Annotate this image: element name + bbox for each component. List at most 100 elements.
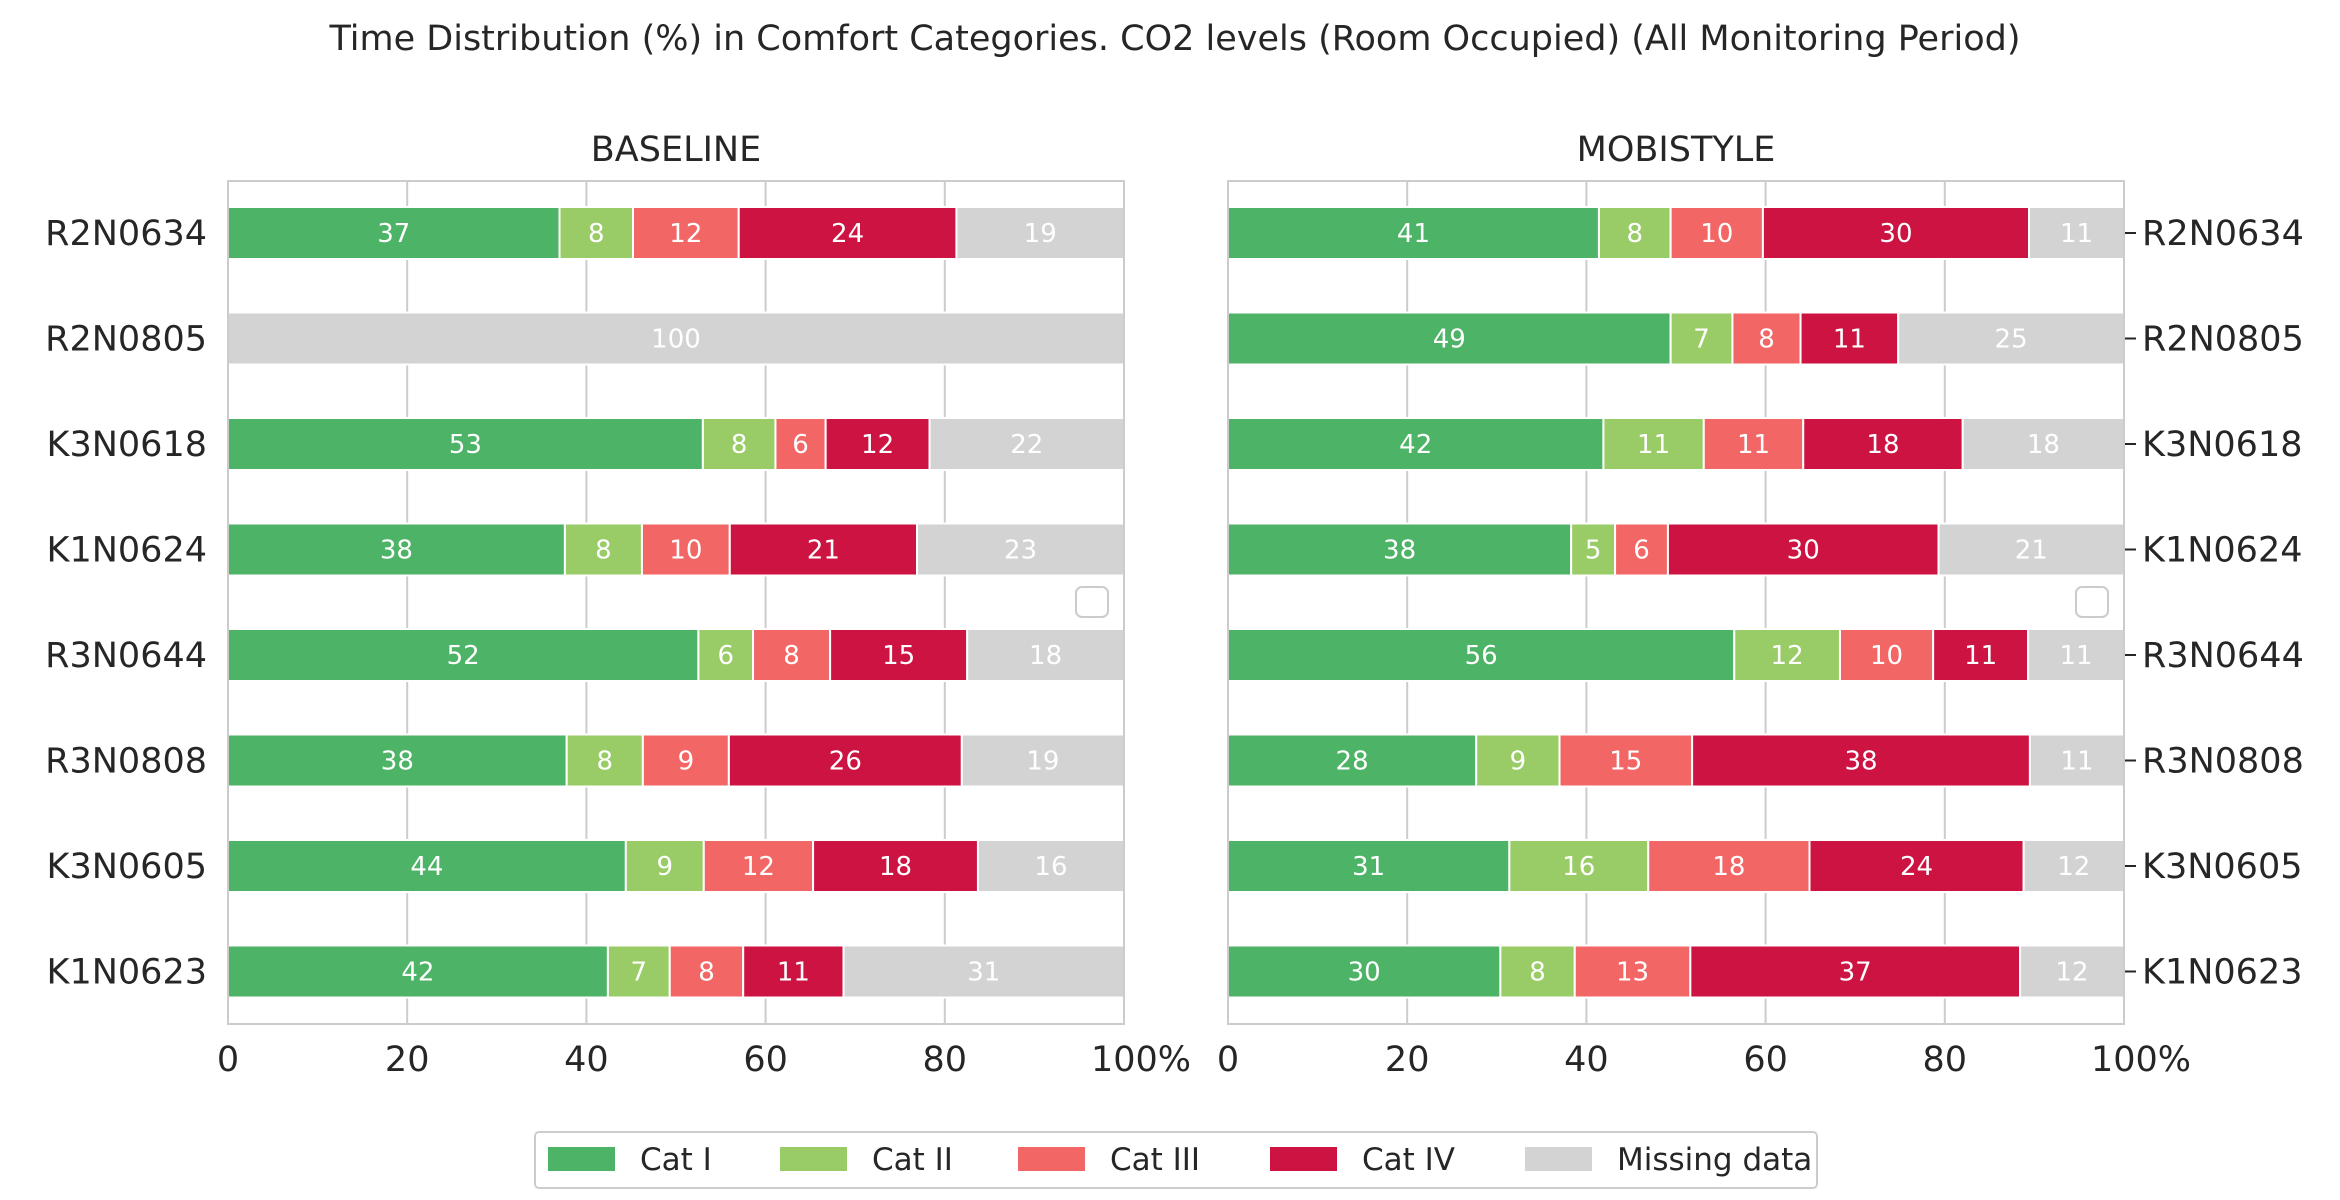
legend-label: Cat II [872, 1142, 953, 1178]
bar-segment-cat-iv [829, 628, 969, 682]
bar-value-label: 12 [742, 852, 775, 882]
x-tick-label: 0 [1217, 1040, 1239, 1080]
bar-value-label: 21 [807, 536, 840, 566]
bar-value-label: 38 [381, 747, 414, 777]
bar-row-k1n0624: 38 5 6 30 21 [1227, 522, 2125, 577]
bar-value-label: 12 [861, 430, 894, 460]
room-label: R2N0634 [45, 214, 207, 254]
bar-row-k1n0623: 30 8 13 37 12 [1227, 944, 2125, 999]
bar-value-label: 6 [1633, 536, 1650, 566]
bar-value-label: 9 [657, 852, 674, 882]
bar-segment-missing-data [928, 417, 1125, 471]
bar-value-label: 22 [1010, 430, 1043, 460]
bar-segment-missing-data [2028, 206, 2126, 260]
bar-segment-cat-iv [1761, 206, 2031, 260]
bar-segment-cat-iii [1838, 628, 1935, 682]
bar-row-r3n0808: 28 9 15 38 11 [1227, 733, 2126, 788]
bar-value-label: 6 [717, 641, 734, 671]
bar-row-k1n0623: 42 7 8 11 31 [227, 944, 1125, 999]
bar-value-label: 11 [777, 958, 810, 988]
bar-value-label: 8 [1758, 325, 1775, 355]
bar-segment-cat-iii [641, 733, 730, 788]
legend-label: Missing data [1617, 1142, 1812, 1178]
bar-value-label: 49 [1433, 325, 1466, 355]
bar-segment-cat-iv [742, 944, 845, 999]
bar-value-label: 37 [1839, 958, 1872, 988]
x-tick-label: 20 [385, 1040, 430, 1080]
bar-value-label: 30 [1879, 219, 1912, 249]
bar-segment-missing-data [2027, 628, 2126, 682]
bar-row-k3n0605: 44 9 12 18 16 [227, 839, 1126, 893]
legend-item-missing-data: Missing data [1525, 1142, 1812, 1178]
bar-segment-cat-ii [1508, 839, 1650, 893]
bar-value-label: 24 [1900, 852, 1933, 882]
bar-value-label: 7 [631, 958, 648, 988]
panel-title: BASELINE [591, 130, 761, 170]
bar-value-label: 5 [1585, 536, 1602, 566]
bar-value-label: 11 [1964, 641, 1997, 671]
bar-value-label: 18 [879, 852, 912, 882]
bar-value-label: 38 [1383, 536, 1416, 566]
bar-row-k3n0605: 31 16 18 24 12 [1227, 839, 2125, 893]
bar-value-label: 12 [1771, 641, 1804, 671]
bar-segment-cat-iii [1731, 311, 1802, 366]
legend-swatch [548, 1147, 615, 1171]
bar-value-label: 31 [967, 958, 1000, 988]
bar-segment-cat-iv [1808, 839, 2025, 893]
bar-segment-cat-iv [824, 417, 931, 471]
bar-value-label: 8 [588, 219, 605, 249]
bar-segment-missing-data [960, 733, 1125, 788]
bar-value-label: 16 [1562, 852, 1595, 882]
bar-segment-cat-iv [812, 839, 979, 893]
bar-value-label: 12 [2055, 958, 2088, 988]
bar-segment-missing-data [2028, 733, 2126, 788]
chart-title: Time Distribution (%) in Comfort Categor… [328, 19, 2020, 59]
bar-value-label: 41 [1397, 219, 1430, 249]
x-tick-label: 100% [1091, 1040, 1191, 1080]
bar-segment-cat-ii [624, 839, 705, 893]
bar-value-label: 11 [2060, 219, 2093, 249]
panel-title: MOBISTYLE [1577, 130, 1776, 170]
room-label: K1N0623 [47, 953, 207, 993]
room-label: K3N0618 [47, 425, 207, 465]
bar-value-label: 24 [831, 219, 864, 249]
bar-value-label: 8 [596, 747, 613, 777]
bar-value-label: 12 [669, 219, 702, 249]
bar-value-label: 9 [1510, 747, 1527, 777]
bar-value-label: 16 [1034, 852, 1067, 882]
x-tick-label: 0 [217, 1040, 239, 1080]
panel-mobistyle: MOBISTYLE 41 8 10 30 11 R2N0634 49 7 8 11 25 R2N0805… [1217, 130, 2304, 1080]
x-tick-label: 100% [2091, 1040, 2191, 1080]
bar-value-label: 11 [2060, 747, 2093, 777]
bar-row-r3n0644: 52 6 8 15 18 [227, 628, 1126, 682]
bar-segment-cat-i [1227, 628, 1736, 682]
room-label: R3N0644 [2142, 636, 2304, 676]
bar-value-label: 19 [1024, 219, 1057, 249]
room-label: R2N0805 [2142, 320, 2304, 360]
bar-value-label: 10 [669, 536, 702, 566]
bar-row-k3n0618: 53 8 6 12 22 [227, 417, 1125, 471]
bar-segment-cat-i [227, 839, 627, 893]
bar-segment-missing-data [1897, 311, 2126, 366]
bar-row-r3n0808: 38 8 9 26 19 [227, 733, 1125, 788]
bar-segment-cat-iii [1573, 944, 1692, 999]
room-label: R3N0644 [45, 636, 207, 676]
bar-value-label: 15 [882, 641, 915, 671]
bar-value-label: 8 [1529, 958, 1546, 988]
bar-segment-cat-ii [1669, 311, 1734, 366]
bar-value-label: 11 [2060, 641, 2093, 671]
bar-value-label: 21 [2015, 536, 2048, 566]
bar-value-label: 18 [1029, 641, 1062, 671]
legend-swatch [1018, 1147, 1085, 1171]
bar-segment-cat-iv [1799, 311, 1900, 366]
bar-value-label: 19 [1026, 747, 1059, 777]
x-tick-label: 60 [1743, 1040, 1788, 1080]
bar-value-label: 44 [410, 852, 443, 882]
bar-segment-cat-ii [1602, 417, 1705, 471]
room-label: R3N0808 [2142, 742, 2304, 782]
bar-value-label: 53 [449, 430, 482, 460]
bar-row-r2n0805: 100 [227, 311, 1125, 366]
bar-segment-missing-data [966, 628, 1126, 682]
bar-row-k3n0618: 42 11 11 18 18 [1227, 417, 2125, 471]
